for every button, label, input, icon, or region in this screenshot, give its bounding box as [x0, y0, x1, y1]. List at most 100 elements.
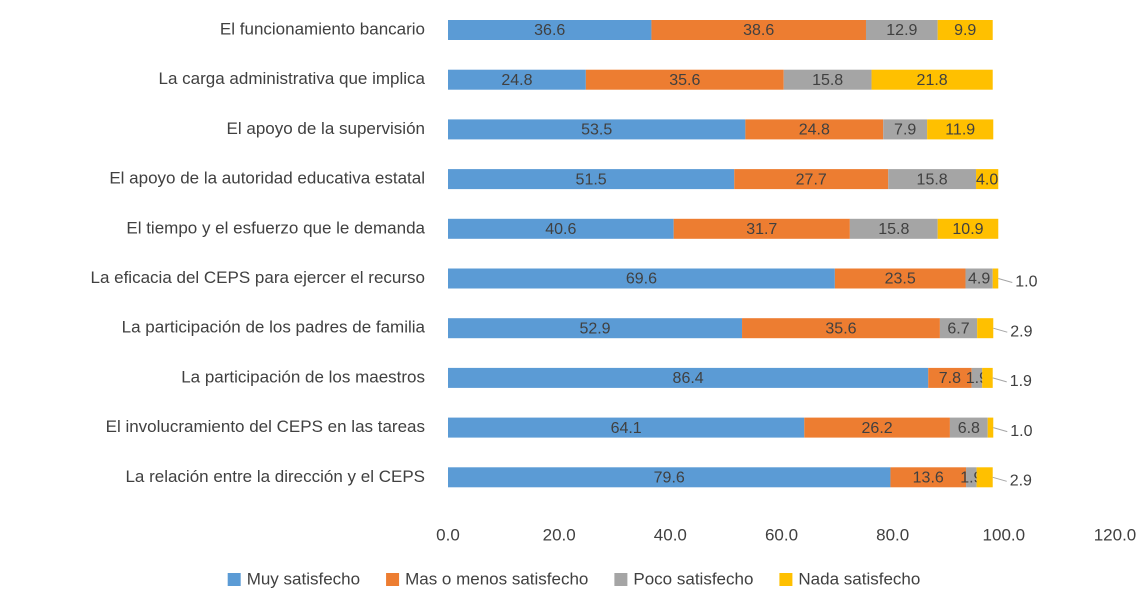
- value-label: 24.8: [799, 122, 830, 139]
- bar-segment: [965, 268, 993, 289]
- value-label: 52.9: [579, 320, 610, 337]
- bar-segment: [928, 367, 972, 388]
- bar-segment: [992, 268, 999, 289]
- value-label: 35.6: [825, 320, 856, 337]
- x-tick-label: 120.0: [1094, 525, 1137, 544]
- bar-segment: [883, 119, 928, 140]
- category-label: La eficacia del CEPS para ejercer el rec…: [91, 268, 426, 287]
- value-label: 6.7: [947, 320, 969, 337]
- bar-segment: [982, 367, 993, 388]
- category-label: El funcionamiento bancario: [220, 19, 425, 38]
- value-label: 13.6: [913, 470, 944, 487]
- legend-swatch: [779, 573, 793, 586]
- bar-segment: [448, 268, 835, 289]
- bar-segment: [448, 417, 805, 438]
- x-tick-label: 40.0: [654, 525, 687, 544]
- value-label: 53.5: [581, 122, 612, 139]
- bar-segment: [937, 218, 999, 239]
- bar-segment: [448, 467, 891, 488]
- value-label: 23.5: [885, 271, 916, 288]
- value-label: 11.9: [945, 122, 975, 139]
- bar-segment: [871, 69, 993, 90]
- value-label: 40.6: [545, 221, 576, 238]
- bar-segment: [966, 467, 977, 488]
- value-label: 9.9: [954, 22, 976, 39]
- value-label: 2.9: [1010, 323, 1032, 340]
- category-label: La relación entre la dirección y el CEPS: [125, 467, 425, 486]
- leader-line: [998, 278, 1013, 283]
- bar-segment: [937, 20, 993, 40]
- value-label: 79.6: [654, 470, 685, 487]
- value-label: 2.9: [1010, 473, 1032, 490]
- x-tick-label: 100.0: [983, 525, 1026, 544]
- value-label: 27.7: [796, 171, 827, 188]
- x-tick-label: 0.0: [436, 525, 460, 544]
- legend-label: Muy satisfecho: [247, 569, 360, 588]
- value-label: 1.0: [1015, 274, 1037, 291]
- bar-segment: [448, 318, 743, 339]
- legend-swatch: [386, 573, 400, 586]
- bar-segment: [742, 318, 940, 339]
- value-label: 6.8: [958, 420, 980, 437]
- bar-segment: [448, 169, 735, 190]
- bar-segment: [939, 318, 978, 339]
- bar-segment: [849, 218, 938, 239]
- value-label: 24.8: [501, 72, 532, 89]
- value-label: 4.9: [968, 271, 990, 288]
- category-label: La participación de los padres de famili…: [122, 318, 426, 337]
- value-label: 36.6: [534, 22, 565, 39]
- category-label: El involucramiento del CEPS en las tarea…: [106, 417, 425, 436]
- bar-segment: [651, 20, 866, 40]
- value-label: 1.9: [1010, 373, 1032, 390]
- value-label: 21.8: [917, 72, 948, 89]
- value-label: 51.5: [576, 171, 607, 188]
- legend-label: Poco satisfecho: [633, 569, 753, 588]
- bar-segment: [585, 69, 784, 90]
- bar-segment: [976, 467, 993, 488]
- bar-segment: [890, 467, 967, 488]
- bar-segment: [987, 417, 994, 438]
- value-label: 69.6: [626, 271, 657, 288]
- bar-segment: [448, 367, 929, 388]
- category-label: El tiempo y el esfuerzo que le demanda: [126, 218, 425, 237]
- category-label: La participación de los maestros: [181, 367, 425, 386]
- value-label: 4.0: [976, 171, 998, 188]
- bar-segment: [865, 20, 938, 40]
- value-label: 15.8: [917, 171, 948, 188]
- x-tick-label: 60.0: [765, 525, 798, 544]
- value-label: 31.7: [746, 221, 777, 238]
- legend-label: Mas o menos satisfecho: [405, 569, 588, 588]
- value-label: 35.6: [669, 72, 700, 89]
- bar-segment: [448, 218, 674, 239]
- leader-line: [993, 327, 1008, 333]
- value-label: 64.1: [611, 420, 642, 437]
- legend-swatch: [614, 573, 628, 586]
- legend-label: Nada satisfecho: [798, 569, 920, 588]
- category-label: El apoyo de la autoridad educativa estat…: [109, 169, 425, 188]
- bar-segment: [949, 417, 988, 438]
- bar-segment: [977, 318, 994, 339]
- x-tick-label: 80.0: [876, 525, 909, 544]
- bar-segment: [804, 417, 950, 438]
- bar-segment: [448, 20, 652, 40]
- value-label: 15.8: [878, 221, 909, 238]
- bar-segment: [976, 169, 999, 190]
- bar-segment: [448, 69, 586, 90]
- leader-line: [992, 377, 1007, 383]
- leader-line: [992, 476, 1007, 482]
- legend-swatch: [227, 573, 241, 586]
- value-label: 26.2: [862, 420, 893, 437]
- value-label: 7.9: [894, 122, 916, 139]
- bar-segment: [673, 218, 850, 239]
- value-label: 1.0: [1010, 423, 1032, 440]
- bar-segment: [927, 119, 994, 140]
- value-label: 10.9: [952, 221, 983, 238]
- bar-segment: [971, 367, 983, 388]
- value-label: 12.9: [886, 22, 917, 39]
- value-label: 7.8: [939, 370, 961, 387]
- bar-segment: [734, 169, 889, 190]
- x-tick-label: 20.0: [543, 525, 576, 544]
- value-label: 38.6: [743, 22, 774, 39]
